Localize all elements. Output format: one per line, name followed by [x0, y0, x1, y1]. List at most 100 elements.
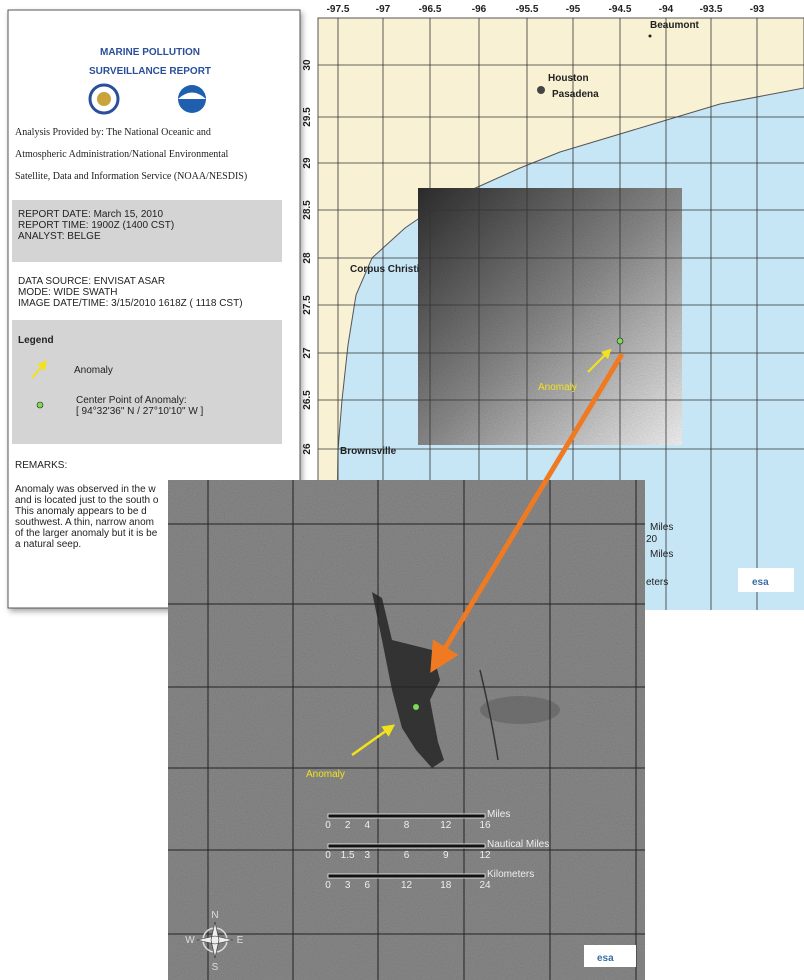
annotation: Anomaly	[538, 382, 577, 393]
compass-label: W	[185, 935, 195, 946]
analysis: Satellite, Data and Information Service …	[15, 171, 247, 182]
dark-patch	[480, 696, 560, 724]
lon-label: -97.5	[327, 4, 350, 15]
logo: esa	[597, 953, 614, 964]
thin-slick	[479, 669, 499, 761]
scale-tick: 6	[364, 880, 370, 891]
remark: of the larger anomaly but it is be	[15, 528, 158, 539]
lat-label: 30	[302, 59, 313, 71]
compass-label: S	[212, 962, 219, 973]
scale-tick: 18	[440, 880, 452, 891]
compass: N W E S	[185, 910, 243, 973]
anomaly-point	[413, 704, 419, 710]
lon-label: -93.5	[700, 4, 723, 15]
legend-title: Legend	[18, 335, 54, 346]
report-info: REPORT DATE: March 15, 2010	[18, 209, 163, 220]
seal	[97, 92, 111, 106]
report-info: REPORT TIME: 1900Z (1400 CST)	[18, 220, 174, 231]
scale-tick: 3	[345, 880, 351, 891]
lat-label: 29	[302, 157, 313, 169]
lat-label: 26	[302, 443, 313, 455]
legend-point	[36, 401, 44, 409]
report: MARINE POLLUTION SURVEILLANCE REPORT Ana…	[12, 47, 282, 550]
lon-label: -96	[472, 4, 487, 15]
remark: This anomaly appears to be d	[15, 506, 147, 517]
remark: a natural seep.	[15, 539, 81, 550]
legend-item: [ 94°32'36" N / 27°10'10" W ]	[76, 406, 204, 417]
scale-tick: 12	[401, 880, 413, 891]
data-source: DATA SOURCE: ENVISAT ASAR	[18, 276, 165, 287]
lon-label: -95.5	[516, 4, 539, 15]
scale-tick: 2	[345, 820, 351, 831]
scale-tick: 3	[364, 850, 370, 861]
scale-tick: 0	[325, 820, 331, 831]
compass-label: N	[211, 910, 218, 921]
report-title: MARINE POLLUTION	[100, 47, 200, 58]
scale-tick: 9	[443, 850, 449, 861]
remark: Anomaly was observed in the w	[15, 484, 156, 495]
remark: and is located just to the south o	[15, 495, 159, 506]
scale-tick: 1.5	[341, 850, 355, 861]
scale-unit: Miles	[487, 809, 510, 820]
scale-tick: 4	[364, 820, 370, 831]
scale-tick: 0	[325, 850, 331, 861]
scale-tick: 12	[440, 820, 452, 831]
analysis: Atmospheric Administration/National Envi…	[15, 149, 229, 160]
lon-label: -94.5	[609, 4, 632, 15]
scale-tick: 0	[325, 880, 331, 891]
lat-label: 27.5	[302, 295, 313, 315]
scale-bar	[327, 873, 486, 879]
lon-label: -97	[376, 4, 391, 15]
remarks-heading: REMARKS:	[15, 460, 67, 471]
scale-label: eters	[646, 577, 668, 588]
anomaly-arrow	[587, 348, 612, 373]
city-dot	[537, 86, 545, 94]
scale-tick: 12	[479, 850, 491, 861]
scale-bar	[327, 813, 486, 819]
scale-label: 20	[646, 534, 658, 545]
scale-label: Miles	[650, 549, 673, 560]
sar-image	[418, 188, 682, 445]
zoom-arrow	[430, 352, 625, 673]
remark: southwest. A thin, narrow anom	[15, 517, 154, 528]
anomaly-arrow	[351, 724, 396, 757]
data-source: IMAGE DATE/TIME: 3/15/2010 1618Z ( 1118 …	[18, 298, 243, 309]
anomaly-point	[616, 337, 624, 345]
logo-box	[584, 945, 636, 967]
scale-tick: 16	[479, 820, 491, 831]
lon-label: -96.5	[419, 4, 442, 15]
lon-label: -93	[750, 4, 765, 15]
analysis: Analysis Provided by: The National Ocean…	[15, 127, 211, 138]
annotation: Anomaly	[306, 769, 345, 780]
scale-unit: Kilometers	[487, 869, 534, 880]
lat-label: 27	[302, 347, 313, 359]
legend-box	[12, 320, 282, 444]
place: Corpus Christi	[350, 264, 420, 275]
lat-label: 28	[302, 252, 313, 264]
report-title: SURVEILLANCE REPORT	[89, 66, 211, 77]
compass-label: E	[237, 935, 244, 946]
place: Brownsville	[340, 446, 397, 457]
legend-arrow	[31, 360, 48, 379]
logo: esa	[752, 577, 769, 588]
data-source: MODE: WIDE SWATH	[18, 287, 117, 298]
slick	[372, 592, 444, 768]
scale-tick: 8	[404, 820, 410, 831]
scale-bar	[327, 843, 486, 849]
scale-label: Miles	[650, 522, 673, 533]
lat-label: 26.5	[302, 390, 313, 410]
scale-tick: 24	[479, 880, 491, 891]
report-info-box	[12, 200, 282, 262]
report-info: ANALYST: BELGE	[18, 231, 101, 242]
lon-label: -95	[566, 4, 581, 15]
scale-unit: Nautical Miles	[487, 839, 549, 850]
place: Houston	[548, 73, 589, 84]
lon-label: -94	[659, 4, 674, 15]
logo-box	[738, 568, 794, 592]
lat-label: 28.5	[302, 200, 313, 220]
legend-item: Center Point of Anomaly:	[76, 395, 187, 406]
place: Beaumont	[650, 20, 700, 31]
lat-label: 29.5	[302, 107, 313, 127]
